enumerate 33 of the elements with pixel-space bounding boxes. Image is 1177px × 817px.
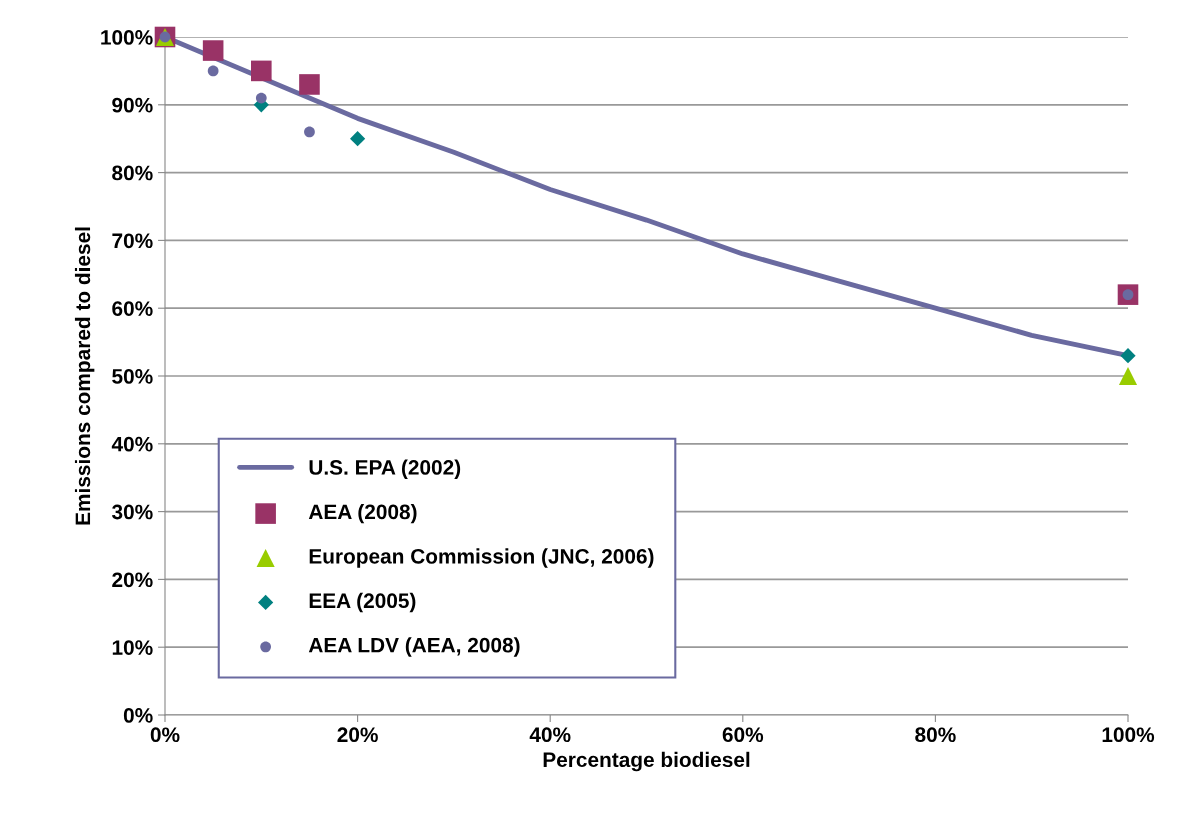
point — [304, 126, 315, 138]
point — [1118, 366, 1138, 386]
y-tick-label: 90% — [112, 97, 153, 113]
y-tick-label: 100% — [101, 30, 153, 45]
legend-label: European Commission (JNC, 2006) — [309, 548, 654, 568]
point — [251, 60, 272, 82]
y-tick-label: 40% — [111, 436, 153, 452]
point — [255, 92, 267, 104]
y-tick-label: 80% — [112, 165, 153, 181]
x-axis-title: Percentage biodiesel — [543, 751, 750, 772]
x-tick-label: 60% — [722, 727, 764, 743]
y-tick-label: 10% — [112, 640, 153, 655]
y-axis-title: Emissions compared to diesel — [74, 227, 95, 525]
y-tick-label: 30% — [111, 504, 153, 520]
point — [299, 74, 320, 95]
legend-label: EEA (2005) — [309, 592, 416, 613]
point — [202, 40, 224, 61]
x-tick-label: 20% — [337, 727, 378, 743]
x-tick-label: 0% — [150, 727, 180, 743]
y-tick-label: 50% — [112, 369, 153, 384]
y-tick-label: 0% — [123, 708, 153, 723]
x-tick-label: 40% — [529, 727, 571, 743]
x-tick-label: 80% — [915, 727, 956, 743]
x-tick-label: 100% — [1102, 727, 1155, 743]
point — [207, 65, 219, 77]
legend-label: AEA (2008) — [308, 503, 417, 524]
legend-label: U.S. EPA (2002) — [309, 459, 461, 479]
point — [349, 131, 366, 147]
legend-label: AEA LDV (AEA, 2008) — [308, 637, 520, 657]
point — [1120, 348, 1136, 364]
y-tick-label: 70% — [112, 233, 153, 249]
y-tick-label: 60% — [112, 301, 153, 316]
y-tick-label: 20% — [112, 572, 153, 588]
